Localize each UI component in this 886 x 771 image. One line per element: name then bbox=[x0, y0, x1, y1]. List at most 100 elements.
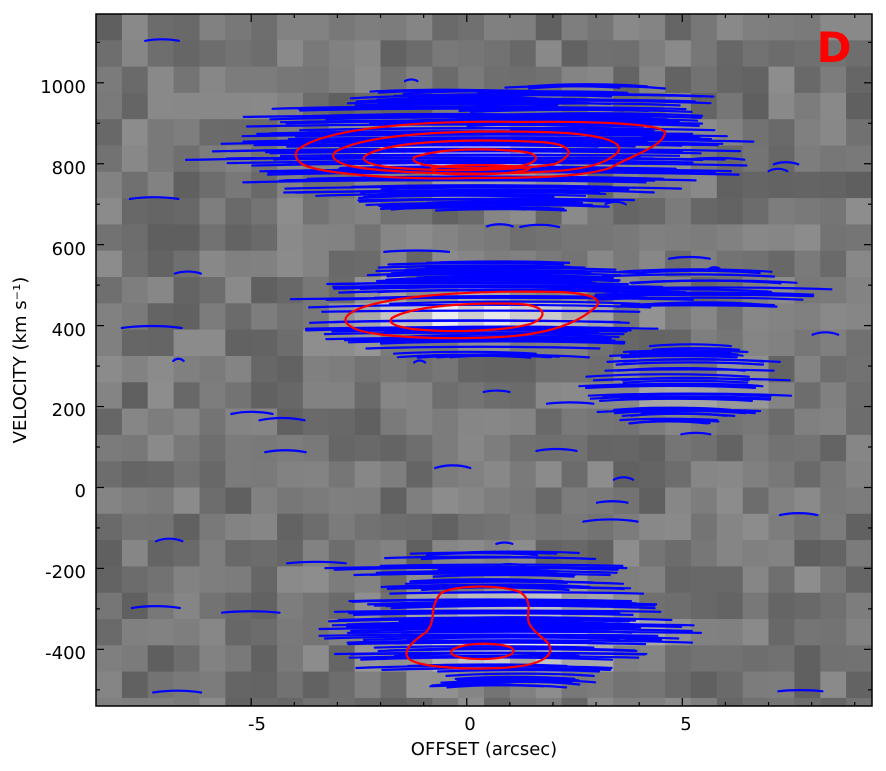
blue-contour-segment bbox=[355, 664, 613, 670]
heatmap-cell bbox=[121, 171, 149, 199]
heatmap-cell bbox=[716, 697, 744, 706]
heatmap-cell bbox=[716, 250, 744, 278]
heatmap-cell bbox=[432, 697, 459, 706]
heatmap-cell bbox=[768, 619, 795, 646]
heatmap-cell bbox=[768, 645, 795, 673]
heatmap-cell bbox=[484, 434, 511, 462]
blue-contour-segment bbox=[601, 273, 776, 278]
heatmap-cell bbox=[535, 408, 563, 436]
heatmap-cell bbox=[96, 14, 123, 41]
heatmap-cell bbox=[846, 592, 872, 620]
heatmap-cell bbox=[768, 566, 795, 594]
blue-contour-segment bbox=[778, 512, 819, 517]
blue-contour-segment bbox=[620, 354, 738, 359]
heatmap-cell bbox=[690, 14, 718, 41]
heatmap-cell bbox=[121, 645, 149, 673]
blue-contour-segment bbox=[436, 99, 712, 105]
heatmap-cell bbox=[484, 408, 511, 436]
heatmap-cell bbox=[509, 66, 537, 94]
y-tick-label: 600 bbox=[52, 239, 86, 260]
heatmap-cell bbox=[587, 14, 614, 41]
heatmap-cell bbox=[716, 171, 744, 199]
heatmap-cell bbox=[277, 671, 304, 699]
heatmap-cell bbox=[302, 434, 330, 462]
heatmap-cell bbox=[846, 513, 872, 541]
heatmap-cell bbox=[613, 697, 640, 706]
heatmap-cell bbox=[432, 356, 459, 383]
heatmap-cell bbox=[406, 461, 433, 489]
heatmap-cell bbox=[251, 645, 278, 673]
heatmap-cell bbox=[96, 671, 123, 699]
heatmap-cell bbox=[406, 14, 433, 41]
heatmap-cell bbox=[458, 382, 485, 410]
heatmap-cell bbox=[173, 461, 201, 489]
heatmap-cell bbox=[768, 224, 795, 252]
heatmap-cell bbox=[846, 408, 872, 436]
heatmap-cell bbox=[277, 408, 304, 436]
heatmap-cell bbox=[121, 540, 149, 567]
blue-contour-segment bbox=[680, 431, 712, 436]
heatmap-cell bbox=[96, 171, 123, 199]
heatmap-cell bbox=[251, 461, 278, 489]
heatmap-cell bbox=[121, 277, 149, 304]
heatmap-cell bbox=[277, 566, 304, 594]
heatmap-cell bbox=[121, 145, 149, 173]
heatmap-cell bbox=[820, 671, 847, 699]
heatmap-cell bbox=[225, 171, 252, 199]
blue-contour-segment bbox=[349, 94, 538, 100]
heatmap-cell bbox=[121, 119, 149, 147]
blue-contour-segment bbox=[330, 319, 621, 324]
heatmap-cell bbox=[406, 224, 433, 252]
heatmap-cell bbox=[690, 697, 718, 706]
y-tick-label: 800 bbox=[52, 158, 86, 179]
heatmap-cell bbox=[354, 40, 382, 68]
heatmap-cell bbox=[769, 724, 796, 751]
heatmap-cell bbox=[768, 329, 795, 357]
blue-contour-segment bbox=[485, 223, 514, 228]
blue-contour-segment bbox=[321, 309, 641, 313]
heatmap-cell bbox=[96, 356, 123, 383]
heatmap-cell bbox=[302, 461, 330, 489]
heatmap-cell bbox=[225, 250, 252, 278]
blue-contour-segment bbox=[283, 190, 599, 194]
blue-contour-segment bbox=[482, 389, 511, 394]
blue-contour-segment bbox=[629, 279, 798, 284]
heatmap-cell bbox=[121, 66, 149, 94]
x-tick-label: 0 bbox=[464, 714, 475, 735]
heatmap-cell bbox=[251, 198, 278, 225]
heatmap-cell bbox=[639, 724, 666, 751]
heatmap-cell bbox=[302, 697, 330, 706]
heatmap-cell bbox=[148, 724, 175, 751]
heatmap-cell bbox=[484, 14, 511, 41]
heatmap-cell bbox=[846, 434, 872, 462]
blue-contour-segment bbox=[585, 384, 757, 389]
heatmap-cell bbox=[173, 356, 201, 383]
heatmap-cell bbox=[147, 145, 175, 173]
heatmap-cell bbox=[147, 14, 175, 41]
heatmap-cell bbox=[302, 513, 330, 541]
heatmap-cell bbox=[639, 198, 666, 225]
heatmap-cell bbox=[535, 14, 563, 41]
heatmap-cell bbox=[432, 14, 459, 41]
heatmap-cell bbox=[742, 592, 770, 620]
heatmap-cell bbox=[380, 434, 407, 462]
heatmap-cell bbox=[509, 697, 537, 706]
blue-contour-segment bbox=[472, 192, 510, 197]
blue-contour-segment bbox=[385, 601, 577, 606]
heatmap-cell bbox=[199, 540, 226, 567]
heatmap-cell bbox=[872, 461, 886, 488]
heatmap-cell bbox=[742, 513, 770, 541]
heatmap-cell bbox=[665, 171, 692, 199]
heatmap-cell bbox=[690, 303, 718, 331]
y-tick-label: -400 bbox=[45, 643, 86, 664]
blue-contour-segment bbox=[615, 304, 778, 308]
heatmap-cell bbox=[794, 198, 821, 225]
heatmap-cell bbox=[251, 277, 278, 304]
blue-contour-segment bbox=[373, 645, 595, 649]
heatmap-cell bbox=[121, 250, 149, 278]
heatmap-cell bbox=[96, 697, 123, 706]
heatmap-cell bbox=[846, 329, 872, 357]
heatmap-cell bbox=[794, 697, 821, 706]
heatmap-cell bbox=[561, 487, 589, 515]
heatmap-cell bbox=[251, 356, 278, 383]
